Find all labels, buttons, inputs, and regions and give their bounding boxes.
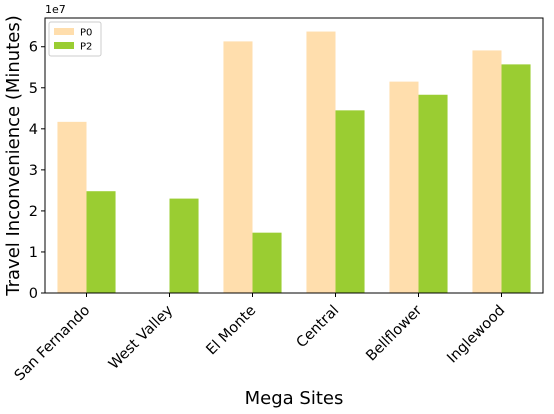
y-tick-label: 5 — [29, 81, 38, 97]
x-tick-label: Bellflower — [363, 302, 425, 364]
y-tick-label: 0 — [29, 286, 38, 302]
x-tick-label: Inglewood — [444, 303, 508, 367]
bar-p2-central — [335, 110, 365, 294]
bar-p2-west-valley — [169, 198, 199, 293]
plot-area-frame — [44, 17, 544, 294]
y-tick-label: 4 — [29, 122, 38, 138]
x-tick-label: El Monte — [203, 302, 259, 358]
legend-label-p2: P2 — [80, 42, 92, 53]
bar-p0-el-monte — [223, 41, 253, 293]
legend-swatch-p0 — [54, 28, 74, 35]
bar-p2-bellflower — [418, 94, 448, 294]
legend-swatch-p2 — [54, 42, 74, 49]
x-tick-label: Central — [294, 303, 343, 352]
legend-box — [48, 21, 102, 57]
y-tick-label: 1 — [29, 245, 38, 261]
bars-layer — [57, 31, 531, 294]
x-axis-label: Mega Sites — [245, 388, 344, 409]
y-axis-multiplier: 1e7 — [45, 3, 66, 16]
y-tick-label: 3 — [29, 163, 38, 179]
x-tick-label: San Fernando — [12, 302, 94, 384]
y-tick-label: 6 — [29, 40, 38, 56]
legend-label-p0: P0 — [80, 28, 92, 39]
y-tick-label: 2 — [29, 204, 38, 220]
bar-p0-san-fernando — [57, 121, 87, 293]
bar-p2-san-fernando — [86, 191, 116, 293]
bar-p0-bellflower — [389, 81, 419, 293]
bar-p0-central — [306, 31, 336, 294]
x-tick-label: West Valley — [106, 302, 177, 373]
y-axis-label: Travel Inconvenience (Minutes) — [3, 15, 24, 296]
y-axis: 0 1 2 3 4 5 6 — [29, 40, 45, 302]
bar-p2-el-monte — [252, 232, 282, 293]
bar-p0-inglewood — [472, 50, 502, 294]
x-axis: San Fernando West Valley El Monte Central Be… — [12, 293, 508, 384]
bar-p2-inglewood — [501, 64, 531, 293]
